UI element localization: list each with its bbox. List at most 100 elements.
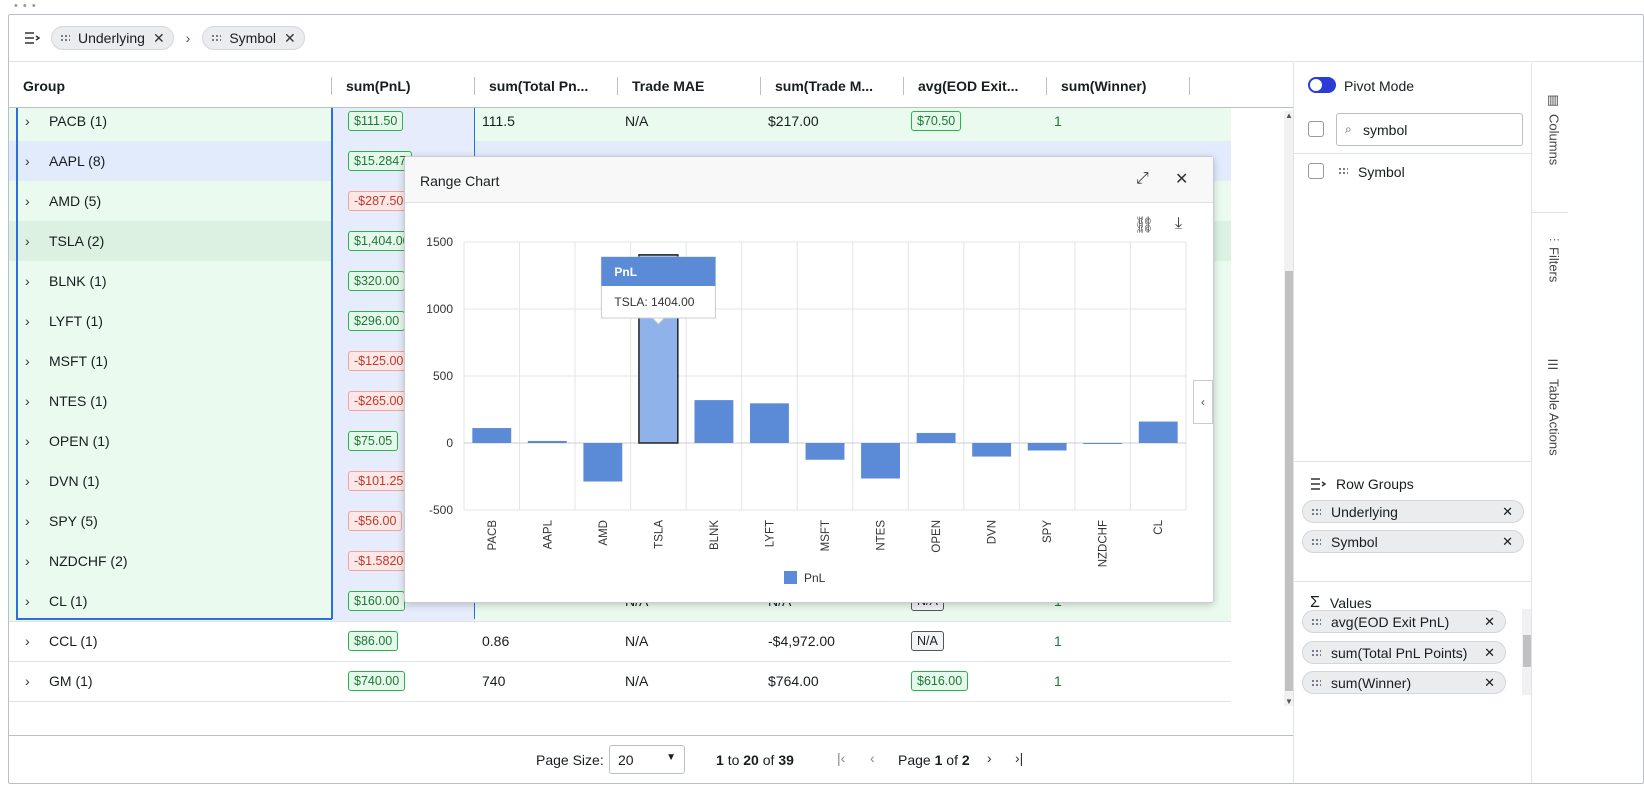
remove-icon[interactable]: ✕	[1484, 675, 1495, 690]
group-cell[interactable]: › NTES (1)	[9, 381, 332, 421]
bar-ntes[interactable]	[861, 443, 900, 479]
group-cell[interactable]: › TSLA (2)	[9, 221, 332, 261]
header-avg-eod-exit[interactable]: avg(EOD Exit...	[904, 63, 1047, 108]
values-scrollbar[interactable]	[1522, 609, 1532, 695]
previous-page-icon[interactable]: ‹	[870, 750, 875, 766]
pnl-cell[interactable]: $111.50	[332, 108, 475, 141]
group-cell[interactable]: › CL (1)	[9, 581, 332, 621]
page-size-select[interactable]: 20 ▼	[609, 745, 685, 774]
group-cell[interactable]: › MSFT (1)	[9, 341, 332, 381]
trade-mae-cell[interactable]: N/A	[625, 661, 648, 701]
bar-cl[interactable]	[1138, 421, 1178, 443]
total-pnl-cell[interactable]: 740	[482, 661, 505, 701]
expand-chevron-icon[interactable]: ›	[25, 233, 30, 249]
next-page-icon[interactable]: ›	[987, 750, 992, 766]
group-cell[interactable]: › NZDCHF (2)	[9, 541, 332, 581]
expand-chevron-icon[interactable]: ›	[25, 473, 30, 489]
drag-grip-icon[interactable]	[1311, 537, 1321, 546]
total-pnl-cell[interactable]: 0.86	[482, 621, 509, 661]
scroll-up-icon[interactable]: ▲	[1285, 111, 1293, 120]
expand-chevron-icon[interactable]: ›	[25, 353, 30, 369]
select-all-checkbox[interactable]	[1308, 121, 1324, 137]
drag-grip-icon[interactable]	[60, 34, 70, 42]
trade-mae-cell[interactable]: N/A	[625, 621, 648, 661]
group-cell[interactable]: › CCL (1)	[9, 621, 332, 661]
bar-lyft[interactable]	[750, 403, 789, 443]
group-cell[interactable]: › GM (1)	[9, 661, 332, 701]
trade-m-cell[interactable]: $764.00	[768, 661, 819, 701]
expand-chevron-icon[interactable]: ›	[25, 553, 30, 569]
group-cell[interactable]: › AMD (5)	[9, 181, 332, 221]
header-sum-total-pnl[interactable]: sum(Total Pn...	[475, 63, 618, 108]
header-group[interactable]: Group	[9, 63, 332, 108]
row-group-chip-symbol[interactable]: Symbol ✕	[202, 26, 305, 50]
tab-columns[interactable]: ▥ Columns	[1532, 93, 1568, 213]
total-pnl-cell[interactable]: 111.5	[482, 108, 515, 141]
header-sum-trade-m[interactable]: sum(Trade M...	[761, 63, 904, 108]
value-pill-avg-eod[interactable]: avg(EOD Exit PnL) ✕	[1302, 610, 1506, 633]
eod-exit-cell[interactable]: $70.50	[911, 108, 962, 141]
pnl-cell[interactable]: $1,404.00	[332, 221, 475, 261]
remove-icon[interactable]: ✕	[1484, 645, 1495, 660]
header-sum-pnl[interactable]: sum(PnL)	[332, 63, 475, 108]
header-trade-mae[interactable]: Trade MAE	[618, 63, 761, 108]
scroll-thumb[interactable]	[1523, 635, 1531, 667]
drag-grip-icon[interactable]	[1311, 507, 1321, 516]
window-drag-handle[interactable]: • • •	[14, 0, 37, 12]
expand-chevron-icon[interactable]: ›	[25, 593, 30, 609]
expand-chevron-icon[interactable]: ›	[25, 113, 30, 129]
remove-icon[interactable]: ✕	[152, 29, 165, 46]
expand-chevron-icon[interactable]: ›	[25, 313, 30, 329]
close-icon[interactable]: ✕	[1175, 171, 1189, 188]
trade-mae-cell[interactable]: N/A	[625, 108, 648, 141]
trade-m-cell[interactable]: -$4,972.00	[768, 621, 835, 661]
bar-nzdchf[interactable]	[1083, 443, 1123, 444]
eod-exit-cell[interactable]: $616.00	[911, 661, 969, 701]
table-row[interactable]: › CCL (1) $86.00 0.86 N/A -$4,972.00 N/A 1	[9, 621, 1231, 662]
pnl-cell[interactable]: -$1.58200	[332, 541, 475, 581]
group-cell[interactable]: › SPY (5)	[9, 501, 332, 541]
vertical-scrollbar[interactable]: ▲ ▼	[1284, 111, 1294, 706]
drag-grip-icon[interactable]	[1311, 678, 1321, 687]
group-cell[interactable]: › AAPL (8)	[9, 141, 332, 181]
last-page-icon[interactable]: ›|	[1015, 750, 1024, 766]
bar-aapl[interactable]	[527, 440, 567, 443]
expand-chevron-icon[interactable]: ›	[25, 633, 30, 649]
remove-icon[interactable]: ✕	[284, 29, 296, 46]
eod-exit-cell[interactable]: N/A	[911, 621, 944, 661]
expand-chevron-icon[interactable]: ›	[25, 673, 30, 689]
remove-icon[interactable]: ✕	[1502, 534, 1513, 549]
value-pill-total-pnl-points[interactable]: sum(Total PnL Points) ✕	[1302, 641, 1506, 664]
chart-title-bar[interactable]: Range Chart	[405, 157, 1213, 203]
expand-chevron-icon[interactable]: ›	[25, 153, 30, 169]
bar-msft[interactable]	[805, 443, 845, 460]
expand-chevron-icon[interactable]: ›	[25, 393, 30, 409]
table-row[interactable]: › PACB (1) $111.50 111.5 N/A $217.00 $70.50 1	[9, 108, 1231, 142]
group-cell[interactable]: › OPEN (1)	[9, 421, 332, 461]
group-cell[interactable]: › DVN (1)	[9, 461, 332, 501]
pivot-mode-toggle[interactable]	[1308, 77, 1336, 93]
column-search-input[interactable]: ⌕ symbol	[1336, 113, 1523, 146]
value-pill-winner[interactable]: sum(Winner) ✕	[1302, 671, 1506, 694]
bar-blnk[interactable]	[694, 400, 734, 443]
pnl-cell[interactable]: $86.00	[332, 621, 475, 661]
drag-grip-icon[interactable]	[1338, 167, 1348, 175]
drag-grip-icon[interactable]	[1311, 648, 1321, 657]
header-sum-winner[interactable]: sum(Winner)	[1047, 63, 1190, 108]
scroll-thumb[interactable]	[1285, 271, 1293, 691]
group-cell[interactable]: › BLNK (1)	[9, 261, 332, 301]
expand-chevron-icon[interactable]: ›	[25, 193, 30, 209]
table-row[interactable]: › GM (1) $740.00 740 N/A $764.00 $616.00 1	[9, 661, 1231, 702]
expand-chevron-icon[interactable]: ›	[25, 433, 30, 449]
scroll-down-icon[interactable]: ▼	[1285, 697, 1293, 706]
bar-dvn[interactable]	[972, 443, 1012, 457]
bar-pacb[interactable]	[472, 428, 512, 443]
remove-icon[interactable]: ✕	[1502, 504, 1513, 519]
pnl-cell[interactable]: $740.00	[332, 661, 475, 701]
column-checkbox-symbol[interactable]	[1308, 163, 1324, 179]
winner-cell[interactable]: 1	[1054, 661, 1062, 701]
first-page-icon[interactable]: |‹	[837, 750, 846, 766]
row-group-pill-symbol[interactable]: Symbol ✕	[1302, 530, 1524, 553]
bar-amd[interactable]	[583, 443, 623, 482]
remove-icon[interactable]: ✕	[1484, 614, 1495, 629]
